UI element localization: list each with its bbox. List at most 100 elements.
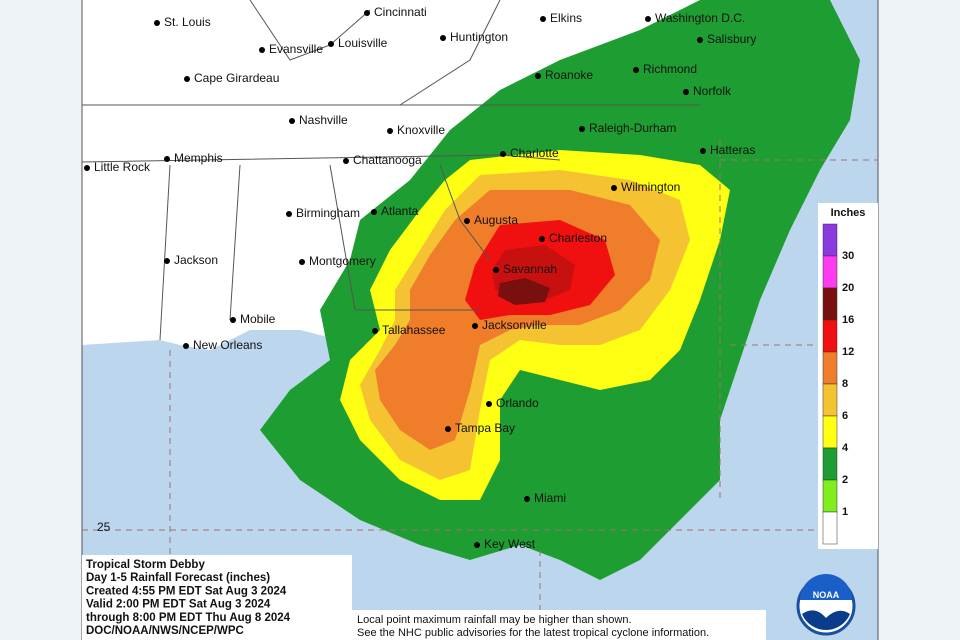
logo-water [802,610,850,631]
logo-text: NOAA [813,590,840,600]
city-dot [645,16,651,22]
city-label: Nashville [299,113,348,127]
city-dot [299,259,305,265]
legend-label: 6 [842,410,848,422]
city-label: Louisville [338,36,388,50]
city-dot [535,73,541,79]
graticule [82,140,878,640]
city-label: Cape Girardeau [194,71,279,85]
legend-swatch [822,319,838,353]
legend-label: 16 [842,314,854,326]
info-block [82,555,352,640]
city-dot [524,496,530,502]
city-dot [183,343,189,349]
city-label: Cincinnati [374,5,427,19]
city-dot [259,47,265,53]
city-label: Charleston [549,231,607,245]
city-dot [611,185,617,191]
rainfall-contours [260,0,860,580]
info-box [82,555,352,640]
city-label: Key West [484,537,536,551]
legend-label: 12 [842,346,854,358]
legend-swatch [822,351,838,385]
legend-swatch [822,255,838,289]
city-label: Miami [534,491,566,505]
city-label: Birmingham [296,206,360,220]
city-label: Wilmington [621,180,680,194]
city-label: Knoxville [397,123,445,137]
city-label: Little Rock [94,160,151,174]
city-dot [579,126,585,132]
city-label: Tampa Bay [455,421,515,435]
city-label: Montgomery [309,254,376,268]
legend-swatch [822,479,838,513]
city-dot [464,218,470,224]
info-line: Created 4:55 PM EDT Sat Aug 3 2024 [86,585,287,597]
city-label: Norfolk [693,84,732,98]
legend-swatch [822,415,838,449]
info-line: Valid 2:00 PM EDT Sat Aug 3 2024 [86,599,271,611]
city-dot [683,89,689,95]
city-dot [164,156,170,162]
city-label: Orlando [496,396,539,410]
city-dot [286,211,292,217]
city-label: Memphis [174,151,223,165]
city-dot [474,542,480,548]
legend-title: Inches [831,207,866,219]
city-label: Salisbury [707,32,756,46]
city-layer: St. Louis Cincinnati Elkins Washington D.C.… [84,5,756,551]
city-label: Washington D.C. [655,11,745,25]
city-label: Roanoke [545,68,593,82]
city-label: Mobile [240,312,276,326]
legend-label: 30 [842,250,854,262]
rain-16 [498,278,550,305]
city-label: Elkins [550,11,582,25]
note-box [352,610,766,640]
legend: Inches 30 20 16 12 8 6 4 2 1 [818,203,878,549]
info-line: Tropical Storm Debby [86,559,205,571]
legend-swatch [822,223,838,257]
info-line: DOC/NOAA/NWS/NCEP/WPC [86,625,244,637]
city-dot [445,426,451,432]
city-dot [230,317,236,323]
city-label: Hatteras [710,143,755,157]
city-label: Augusta [474,213,518,227]
city-label: St. Louis [164,15,211,29]
latitude-label: 25 [97,520,111,534]
info-line: Day 1-5 Rainfall Forecast (inches) [86,572,270,584]
legend-label: 4 [842,442,849,454]
city-dot [343,158,349,164]
legend-swatch [822,511,838,545]
city-dot [539,236,545,242]
legend-label: 20 [842,282,854,294]
legend-swatch [822,447,838,481]
city-dot [697,37,703,43]
city-label: Savannah [503,262,557,276]
boundaries [81,0,700,341]
city-label: Chattanooga [353,153,422,167]
city-label: New Orleans [193,338,262,352]
city-dot [289,118,295,124]
legend-swatch [822,383,838,417]
city-dot [372,328,378,334]
city-dot [387,128,393,134]
city-dot [371,209,377,215]
city-dot [500,151,506,157]
city-label: Tallahassee [382,323,446,337]
city-dot [633,67,639,73]
city-dot [540,16,546,22]
legend-label: 1 [842,506,848,518]
city-dot [184,76,190,82]
legend-label: 8 [842,378,848,390]
city-label: Huntington [450,30,508,44]
city-dot [472,323,478,329]
city-label: Jackson [174,253,218,267]
city-dot [700,148,706,154]
info-line: through 8:00 PM EDT Thu Aug 8 2024 [86,612,291,624]
note-line: See the NHC public advisories for the la… [357,627,709,639]
noaa-logo: NOAA [796,574,856,636]
city-dot [493,267,499,273]
city-label: Richmond [643,62,697,76]
